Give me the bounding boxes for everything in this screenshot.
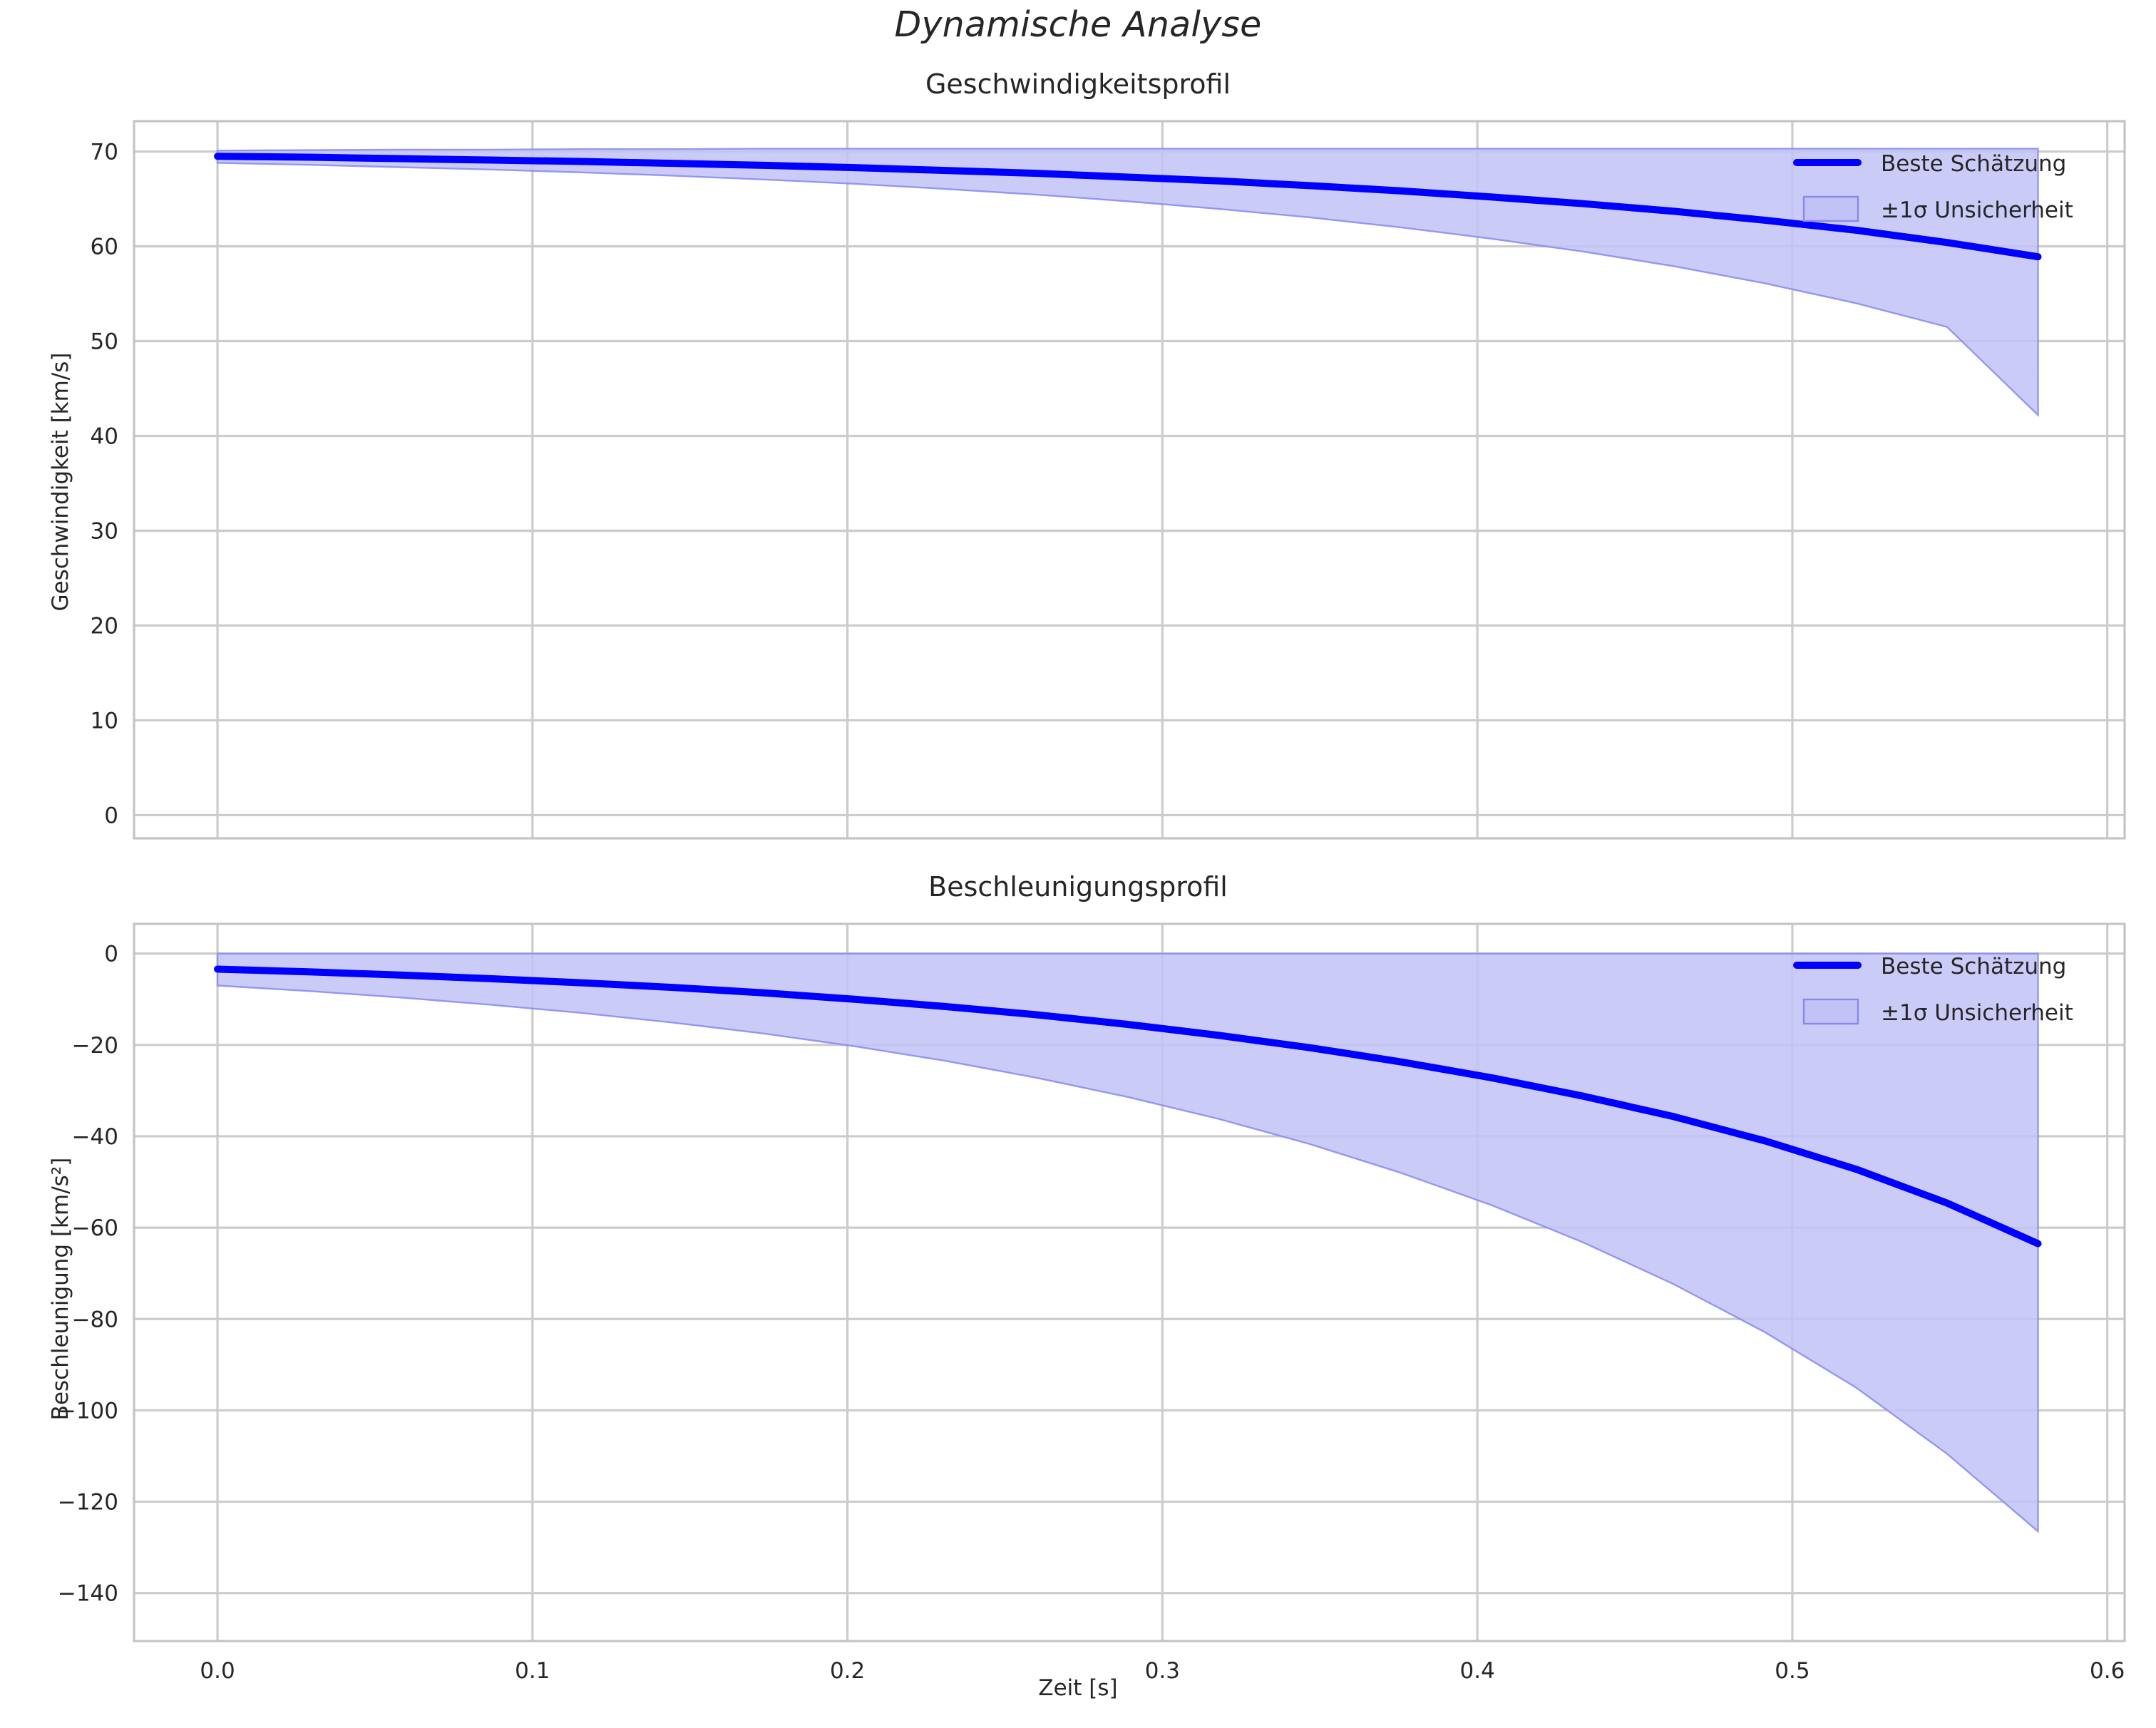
- y-tick-label: 0: [104, 942, 118, 967]
- y-tick-label: 10: [91, 708, 118, 734]
- legend[interactable]: Beste Schätzung ±1σ Unsicherheit: [1793, 151, 2073, 223]
- legend-band-swatch: [1802, 998, 1859, 1025]
- best-estimate-line: [214, 153, 2042, 261]
- x-tick-label: 0.4: [1460, 1658, 1495, 1684]
- y-tick-label: −20: [72, 1033, 118, 1059]
- x-tick-label: 0.6: [2090, 1658, 2125, 1684]
- x-tick-label: 0.1: [515, 1658, 550, 1684]
- y-tick-label: 30: [91, 518, 118, 544]
- y-tick-label: −40: [72, 1124, 118, 1150]
- legend-band-swatch: [1802, 195, 1859, 222]
- best-estimate-line: [214, 965, 2042, 1248]
- legend-label-uncertainty: ±1σ Unsicherheit: [1881, 1000, 2073, 1026]
- y-tick-label: 0: [104, 803, 118, 828]
- y-tick-label: 40: [91, 423, 118, 449]
- y-tick-label: −140: [58, 1581, 118, 1607]
- y-tick-label: −80: [72, 1307, 118, 1332]
- x-tick-label: 0.5: [1775, 1658, 1809, 1684]
- figure-suptitle: Dynamische Analyse: [894, 4, 1262, 45]
- y-tick-label: 60: [91, 235, 118, 260]
- subplot-title-velocity: Geschwindigkeitsprofil: [925, 68, 1231, 100]
- x-tick-label: 0.3: [1145, 1658, 1180, 1684]
- y-tick-label: −120: [58, 1490, 118, 1516]
- legend-label-best-estimate: Beste Schätzung: [1881, 151, 2066, 177]
- x-tick-label: 0.2: [830, 1658, 865, 1684]
- legend-label-best-estimate: Beste Schätzung: [1881, 954, 2066, 979]
- uncertainty-band: [216, 148, 2039, 418]
- axes-frame: [133, 922, 2126, 1642]
- y-tick-label: −100: [58, 1398, 118, 1424]
- subplot-acceleration: 0.0 0.1 0.2 0.3 0.4 0.5 0.6 0 −20 −40 −60 −80 −100 −1…: [58, 922, 2126, 1684]
- x-tick-label: 0.0: [200, 1658, 235, 1684]
- y-tick-label: 20: [91, 613, 118, 639]
- legend-label-uncertainty: ±1σ Unsicherheit: [1881, 197, 2073, 223]
- y-tick-label: −60: [72, 1215, 118, 1241]
- subplot-velocity: 0 10 20 30 40 50 60 70 Beste Schätzung ±1σ Unsich…: [91, 120, 2126, 840]
- y-tick-label: 50: [91, 329, 118, 355]
- subplot-title-acceleration: Beschleunigungsprofil: [928, 871, 1228, 902]
- legend[interactable]: Beste Schätzung ±1σ Unsicherheit: [1793, 954, 2073, 1026]
- axes-frame: [133, 120, 2126, 840]
- x-axis-label: Zeit [s]: [1038, 1675, 1118, 1701]
- y-tick-label: 70: [91, 140, 118, 165]
